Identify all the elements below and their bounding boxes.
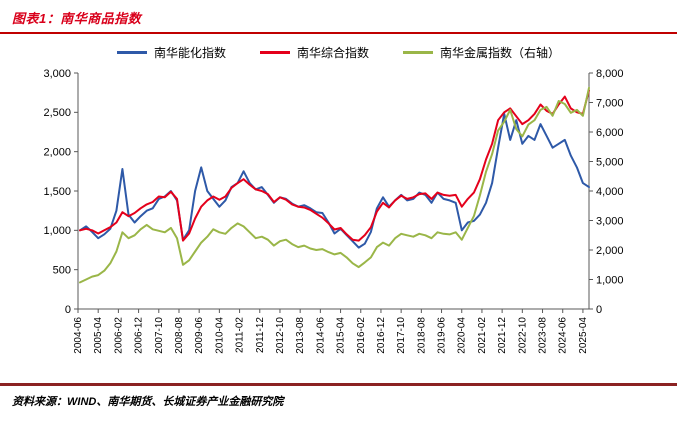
- x-tick-label: 2011-12: [255, 317, 266, 353]
- chart-legend: 南华能化指数 南华综合指数 南华金属指数（右轴）: [0, 44, 677, 61]
- y-left-tick-label: 3,000: [43, 68, 71, 80]
- x-tick-label: 2012-10: [275, 317, 286, 354]
- y-right-tick-label: 6,000: [596, 127, 624, 139]
- x-tick-label: 2018-08: [416, 317, 427, 354]
- bottom-divider: [0, 383, 677, 386]
- y-left-tick-label: 500: [53, 265, 71, 277]
- series-line-1: [79, 89, 590, 242]
- x-tick-label: 2004-06: [73, 317, 84, 354]
- x-tick-label: 2016-12: [376, 317, 387, 354]
- y-left-tick-label: 1,000: [43, 225, 71, 237]
- y-right-tick-label: 1,000: [596, 274, 624, 286]
- x-tick-label: 2006-02: [113, 317, 124, 354]
- x-tick-label: 2005-04: [93, 317, 104, 354]
- x-tick-label: 2017-10: [396, 317, 407, 354]
- y-right-tick-label: 4,000: [596, 186, 624, 198]
- figure-title: 图表1：南华商品指数: [12, 11, 142, 26]
- legend-item-composite: 南华综合指数: [259, 44, 369, 61]
- legend-label-energy: 南华能化指数: [153, 46, 226, 60]
- legend-swatch-metal-line: [403, 51, 433, 54]
- x-tick-label: 2007-10: [154, 317, 165, 354]
- legend-swatch-composite-line: [259, 51, 290, 54]
- x-tick-label: 2013-08: [295, 317, 306, 354]
- y-right-tick-label: 5,000: [596, 156, 624, 168]
- chart-area: 0 500 1,000 1,500 2,000 2,500 3,000 0 1,000 2,000…: [0, 63, 677, 373]
- y-left-tick-label: 2,000: [43, 147, 71, 159]
- x-tick-label: 2020-04: [457, 317, 468, 354]
- y-right-tick-label: 0: [596, 304, 602, 316]
- x-tick-label: 2009-06: [194, 317, 205, 354]
- x-tick-label: 2025-04: [578, 317, 589, 354]
- y-right-tick-label: 8,000: [596, 68, 624, 80]
- y-left-tick-label: 0: [65, 304, 71, 316]
- x-tick-label: 2010-04: [214, 317, 225, 354]
- series-line-0: [79, 112, 590, 249]
- x-tick-label: 2021-02: [477, 317, 488, 354]
- x-tick-label: 2024-06: [558, 317, 569, 354]
- x-tick-label: 2006-12: [134, 317, 145, 354]
- y-left-tick-label: 1,500: [43, 186, 71, 198]
- x-tick-label: 2019-06: [437, 317, 448, 354]
- x-tick-label: 2008-08: [174, 317, 185, 354]
- x-tick-label: 2016-02: [356, 317, 367, 354]
- legend-label-metal: 南华金属指数（右轴）: [440, 46, 561, 60]
- top-divider: [0, 32, 677, 34]
- y-right-tick-label: 3,000: [596, 215, 624, 227]
- x-tick-label: 2011-02: [235, 317, 246, 353]
- legend-item-metal: 南华金属指数（右轴）: [403, 44, 560, 61]
- y-left-tick-label: 2,500: [43, 107, 71, 119]
- x-tick-label: 2022-10: [517, 317, 528, 354]
- x-tick-label: 2015-04: [336, 317, 347, 354]
- legend-label-composite: 南华综合指数: [296, 46, 369, 60]
- x-tick-label: 2021-12: [497, 317, 508, 354]
- legend-swatch-energy-line: [116, 51, 147, 54]
- y-right-tick-label: 7,000: [596, 97, 624, 109]
- y-right-tick-label: 2,000: [596, 245, 624, 257]
- figure-header: 图表1：南华商品指数: [0, 0, 677, 32]
- line-chart: 0 500 1,000 1,500 2,000 2,500 3,000 0 1,000 2,000…: [43, 68, 624, 354]
- series-line-2: [79, 86, 590, 284]
- legend-item-energy: 南华能化指数: [116, 44, 226, 61]
- x-tick-label: 2023-08: [538, 317, 549, 354]
- source-note: 资料来源：WIND、南华期货、长城证券产业金融研究院: [12, 396, 284, 408]
- x-tick-label: 2014-06: [315, 317, 326, 354]
